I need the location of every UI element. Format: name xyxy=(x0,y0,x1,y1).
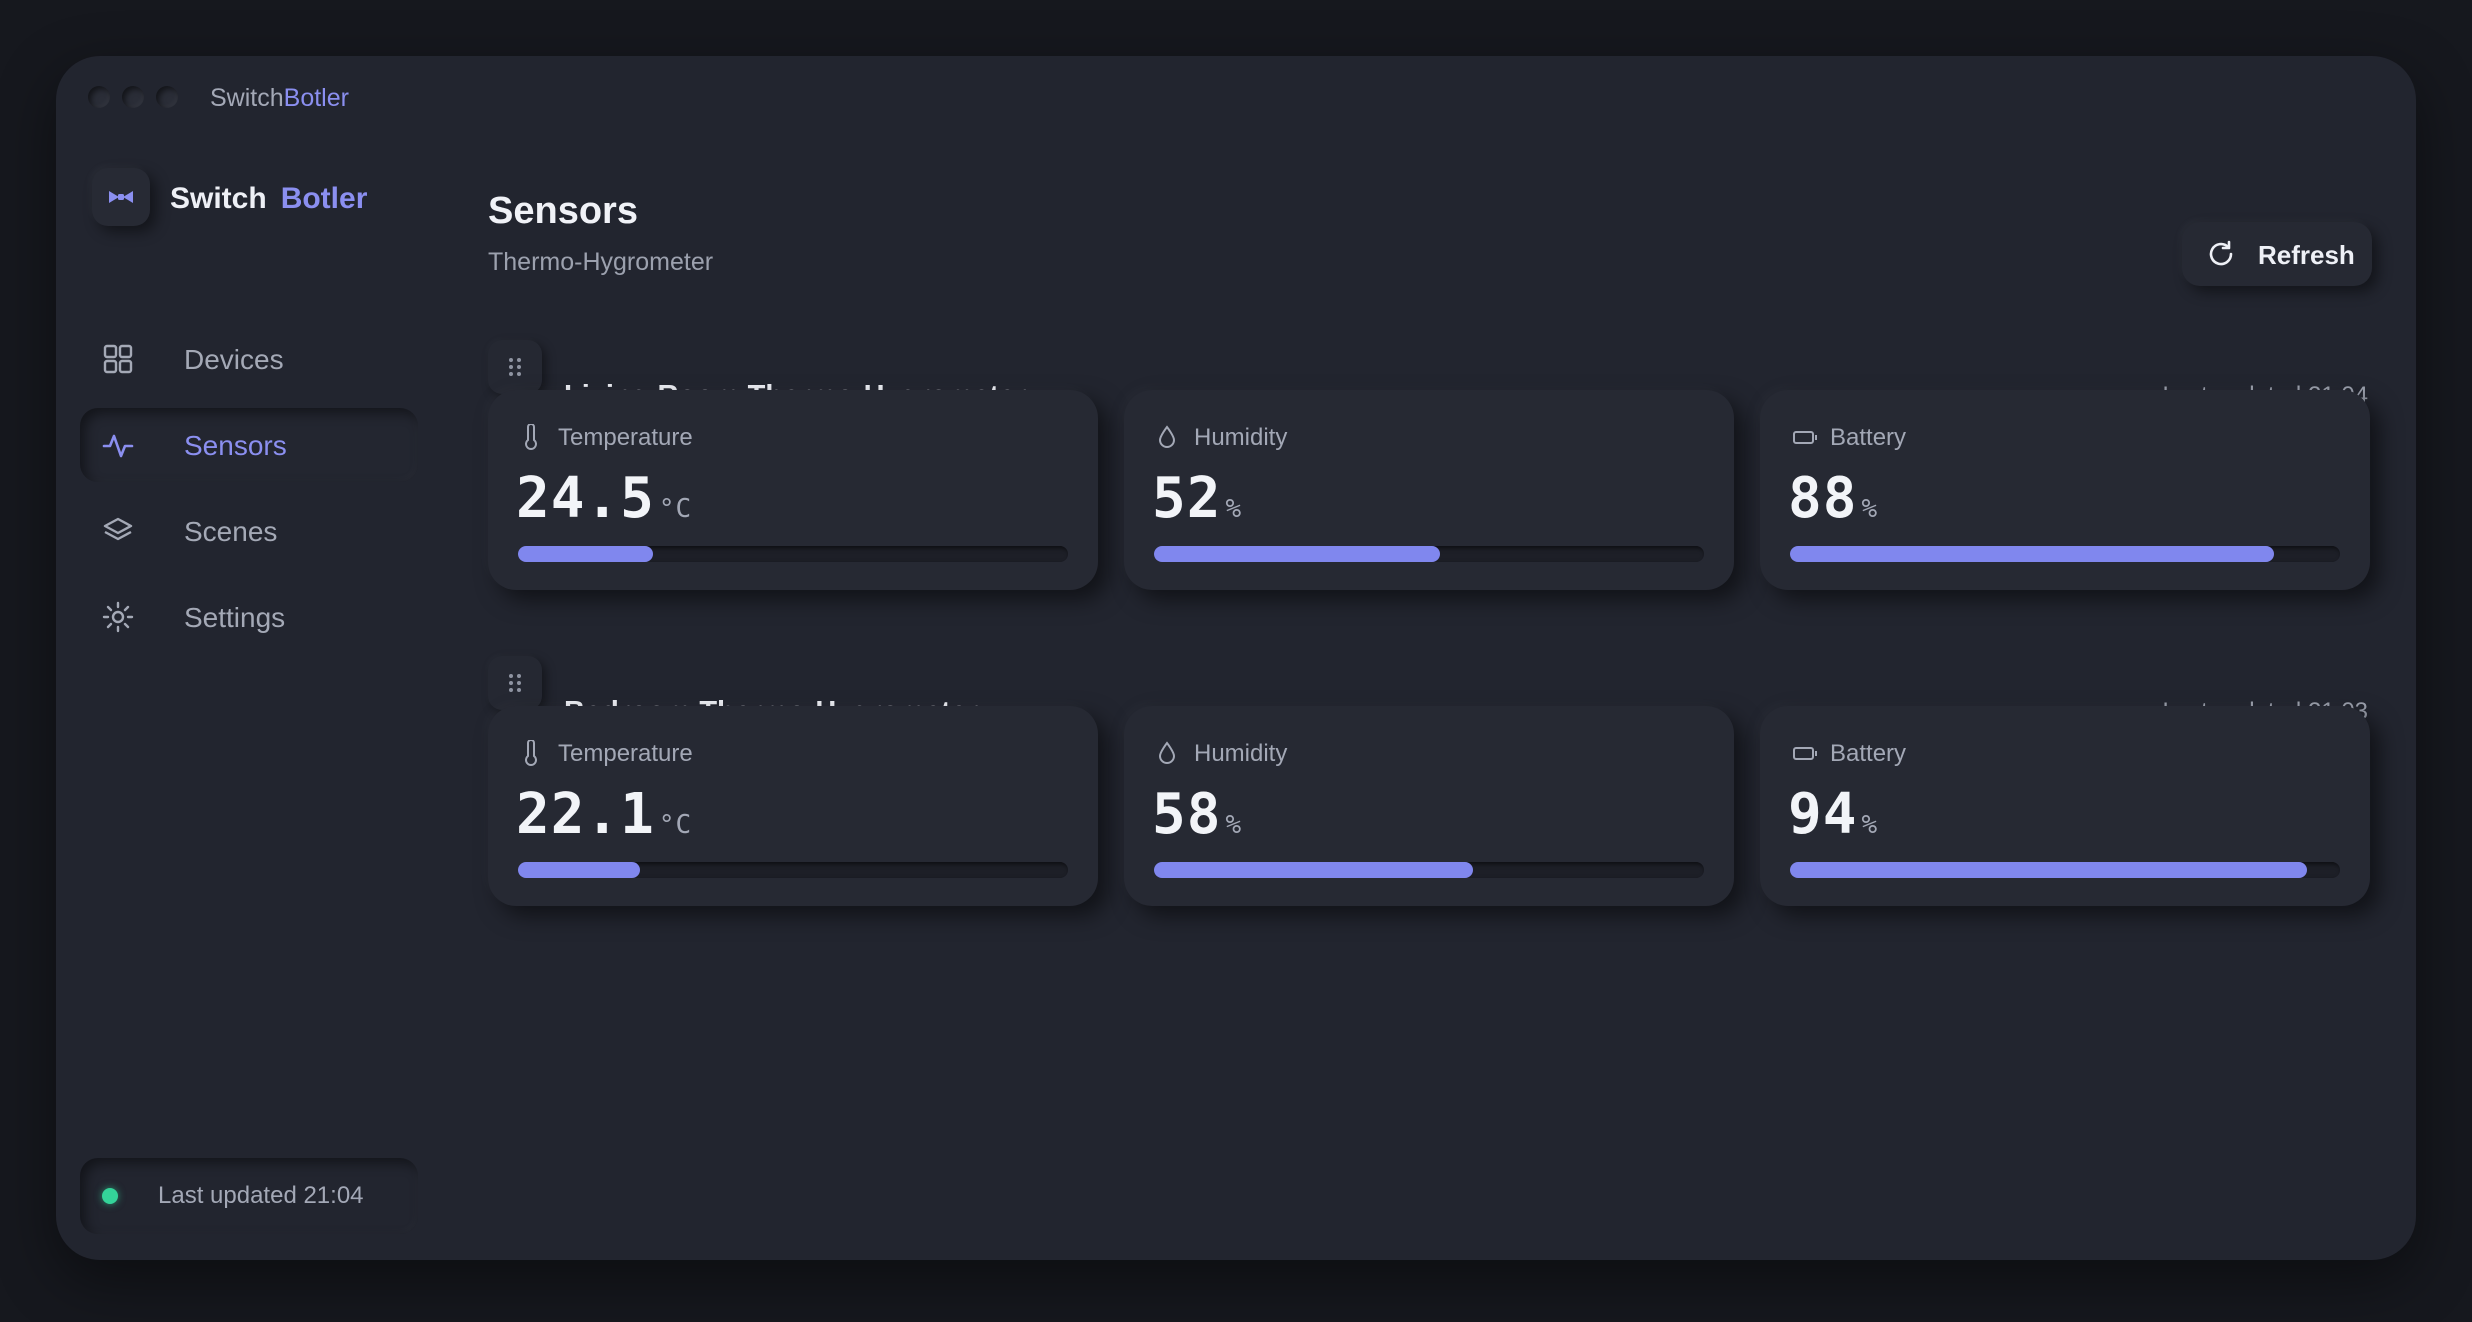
thermometer-icon xyxy=(525,424,537,450)
metric-unit: % xyxy=(1225,494,1243,524)
thermometer-icon xyxy=(525,740,537,766)
metric-card-battery: Battery 94% xyxy=(1760,706,2370,906)
metric-progress-track xyxy=(1154,862,1704,878)
drag-handle[interactable] xyxy=(488,340,542,394)
sidebar-item-devices[interactable]: Devices xyxy=(80,322,418,396)
metric-unit: °C xyxy=(658,810,693,840)
window-title: SwitchBotler xyxy=(210,84,349,113)
page-title: Sensors xyxy=(488,190,638,232)
page-subtitle: Thermo-Hygrometer xyxy=(488,248,714,276)
metric-value: 52% xyxy=(1152,466,1242,531)
metric-progress-fill xyxy=(1154,546,1440,562)
activity-icon xyxy=(102,434,134,458)
metric-progress-track xyxy=(1154,546,1704,562)
metric-number: 24.5 xyxy=(516,466,655,531)
metric-card-temperature: Temperature 22.1 °C xyxy=(488,706,1098,906)
metric-progress-track xyxy=(518,546,1068,562)
metric-value: 24.5 °C xyxy=(516,466,692,531)
refresh-icon xyxy=(2209,240,2233,266)
metric-value: 88% xyxy=(1788,466,1878,531)
droplet-icon xyxy=(1158,741,1176,764)
metric-progress-track xyxy=(518,862,1068,878)
metric-label: Temperature xyxy=(558,740,693,767)
metric-label: Humidity xyxy=(1194,740,1288,767)
metric-value: 22.1 °C xyxy=(516,782,692,847)
connection-status: Last updated 21:04 xyxy=(80,1158,418,1234)
sidebar-item-label: Sensors xyxy=(184,430,287,461)
metric-card-battery: Battery 88% xyxy=(1760,390,2370,590)
metric-progress-fill xyxy=(1790,862,2307,878)
metric-card-humidity: Humidity 52% xyxy=(1124,390,1734,590)
metric-unit: % xyxy=(1861,494,1879,524)
sidebar-item-sensors[interactable]: Sensors xyxy=(80,408,418,482)
metric-card-humidity: Humidity 58% xyxy=(1124,706,1734,906)
brand-name-part2: Botler xyxy=(280,182,368,215)
metric-label: Temperature xyxy=(558,424,693,451)
status-text: Last updated 21:04 xyxy=(158,1182,364,1209)
title-bar: SwitchBotler xyxy=(56,56,2416,140)
metric-unit: °C xyxy=(658,494,693,524)
metric-unit: % xyxy=(1225,810,1243,840)
metric-label: Battery xyxy=(1830,740,1907,767)
metric-number: 22.1 xyxy=(516,782,655,847)
sidebar-item-settings[interactable]: Settings xyxy=(80,580,418,654)
window-minimize-button[interactable] xyxy=(122,86,144,108)
metric-progress-fill xyxy=(1154,862,1473,878)
metric-unit: % xyxy=(1861,810,1879,840)
grid-icon xyxy=(103,344,133,374)
metric-value: 58% xyxy=(1152,782,1242,847)
status-indicator xyxy=(102,1188,118,1204)
brand-name: Switch Botler xyxy=(170,182,367,216)
brand-logo xyxy=(92,168,150,226)
droplet-icon xyxy=(1158,425,1176,448)
metric-progress-track xyxy=(1790,546,2340,562)
drag-handle[interactable] xyxy=(488,656,542,710)
metric-progress-track xyxy=(1790,862,2340,878)
bowtie-icon xyxy=(109,191,133,203)
window-title-part2: Botler xyxy=(283,84,349,112)
sidebar-item-label: Settings xyxy=(184,602,286,633)
sidebar-item-label: Scenes xyxy=(184,516,278,547)
metric-card-temperature: Temperature 24.5 °C xyxy=(488,390,1098,590)
metric-label: Humidity xyxy=(1194,424,1288,451)
metric-number: 94 xyxy=(1788,782,1858,847)
window-title-part1: Switch xyxy=(210,84,284,112)
metric-number: 58 xyxy=(1152,782,1222,847)
battery-icon xyxy=(1793,431,1817,444)
refresh-label: Refresh xyxy=(2258,240,2355,270)
metric-number: 88 xyxy=(1788,466,1858,531)
app-window: SwitchBotler Switch Botler Devices Sensor… xyxy=(56,56,2416,1260)
drag-handle-icon xyxy=(509,358,521,376)
metric-progress-fill xyxy=(518,862,640,878)
metric-number: 52 xyxy=(1152,466,1222,531)
metric-progress-fill xyxy=(518,546,654,562)
refresh-button[interactable]: Refresh xyxy=(2182,222,2372,286)
metric-progress-fill xyxy=(1790,546,2274,562)
sidebar-item-label: Devices xyxy=(184,344,284,375)
drag-handle-icon xyxy=(509,674,521,692)
layers-icon xyxy=(103,517,133,541)
sun-gear-icon xyxy=(102,601,134,633)
metric-label: Battery xyxy=(1830,424,1907,451)
brand-name-part1: Switch xyxy=(170,182,267,215)
sidebar-item-scenes[interactable]: Scenes xyxy=(80,494,418,568)
battery-icon xyxy=(1793,747,1817,760)
window-close-button[interactable] xyxy=(88,86,110,108)
metric-value: 94% xyxy=(1788,782,1878,847)
window-maximize-button[interactable] xyxy=(156,86,178,108)
